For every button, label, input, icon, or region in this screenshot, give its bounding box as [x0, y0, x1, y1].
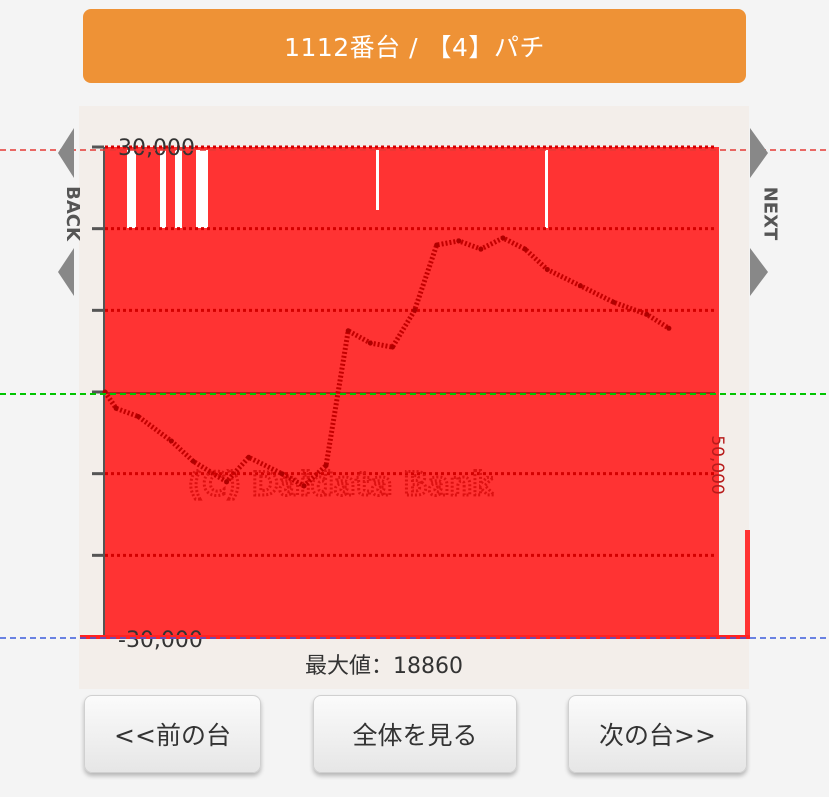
series-point: [522, 246, 528, 252]
chart-right-strip: [745, 530, 750, 637]
series-point: [456, 238, 462, 244]
series-point: [500, 235, 506, 241]
series-point: [666, 325, 672, 331]
series-point: [246, 454, 252, 460]
series-point: [345, 328, 351, 334]
series-point: [224, 479, 230, 485]
view-all-button[interactable]: 全体を見る: [313, 695, 517, 773]
next-side-button[interactable]: NEXT: [750, 128, 790, 298]
series-point: [323, 463, 329, 468]
chart-watermark: (C) Daidata Bank: [188, 465, 494, 503]
series-point: [544, 267, 550, 272]
series-point: [434, 242, 440, 248]
y-tick-label-top: 30,000: [118, 136, 195, 161]
next-machine-button[interactable]: 次の台>>: [568, 695, 747, 773]
series-line: [102, 235, 671, 489]
series-point: [135, 414, 141, 419]
series-point: [390, 344, 395, 350]
series-point: [412, 307, 418, 313]
prev-machine-button[interactable]: <<前の台: [84, 695, 261, 773]
series-point: [367, 340, 373, 346]
chart-gaps: [127, 150, 548, 228]
next-arrow-icon: [750, 128, 768, 296]
series-point: [168, 438, 174, 444]
right-scale-label: 50,000: [707, 435, 727, 494]
back-arrow-icon: [58, 128, 74, 296]
machine-title-bar: 1112番台 / 【4】パチ: [83, 9, 746, 83]
series-point: [611, 299, 617, 305]
y-tick-label-bottom: -30,000: [118, 628, 203, 653]
series-point: [577, 283, 583, 289]
series-point: [113, 405, 119, 411]
back-button[interactable]: BACK: [52, 128, 92, 298]
chart-series: [102, 235, 672, 489]
series-point: [190, 458, 196, 464]
y-axis-ticks: [92, 145, 104, 639]
next-label: NEXT: [759, 186, 781, 240]
max-value-label: 最大値：18860: [305, 654, 463, 679]
machine-title: 1112番台 / 【4】パチ: [284, 33, 545, 62]
series-point: [279, 471, 285, 477]
series-point: [478, 246, 484, 252]
series-point: [301, 483, 307, 489]
back-label: BACK: [61, 185, 83, 241]
series-point: [644, 311, 650, 317]
